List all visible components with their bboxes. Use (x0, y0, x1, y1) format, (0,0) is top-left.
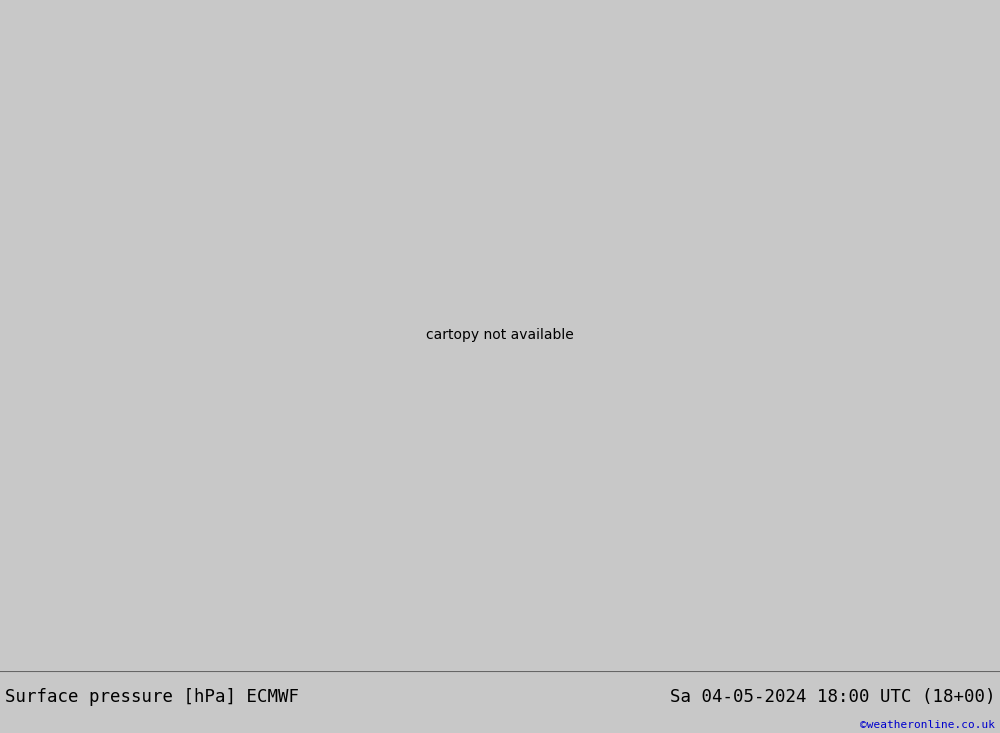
Text: Surface pressure [hPa] ECMWF: Surface pressure [hPa] ECMWF (5, 688, 299, 706)
Text: cartopy not available: cartopy not available (426, 328, 574, 342)
Text: ©weatheronline.co.uk: ©weatheronline.co.uk (860, 720, 995, 730)
Text: Sa 04-05-2024 18:00 UTC (18+00): Sa 04-05-2024 18:00 UTC (18+00) (670, 688, 995, 706)
